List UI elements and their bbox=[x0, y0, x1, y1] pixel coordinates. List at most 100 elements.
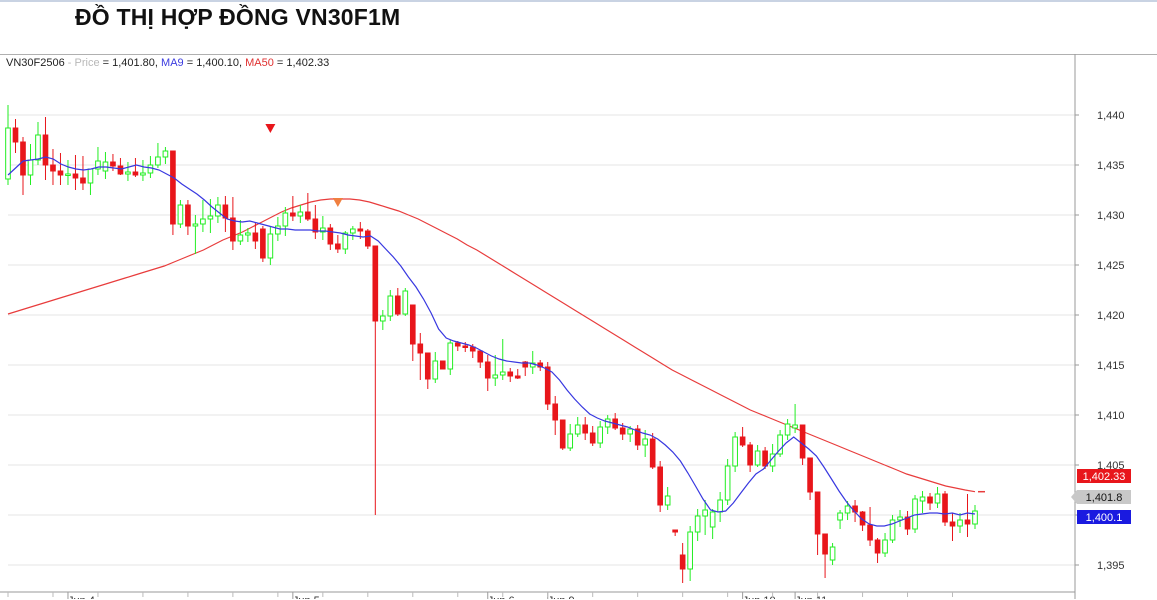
candle-body-down bbox=[927, 496, 933, 504]
candle-body-down bbox=[312, 218, 319, 233]
x-tick-label: Jun 4 bbox=[68, 595, 95, 599]
candle-body-down bbox=[110, 161, 116, 167]
candle-body-up bbox=[882, 539, 888, 554]
candle-body-down bbox=[589, 432, 596, 444]
candle-body-down bbox=[634, 428, 641, 446]
y-tick-label: 1,430 bbox=[1097, 210, 1125, 222]
candle-body-up bbox=[95, 160, 101, 170]
candle-body-down bbox=[230, 217, 236, 242]
candle-body-up bbox=[829, 546, 836, 561]
candle-body-up bbox=[694, 515, 701, 533]
y-tick-label: 1,410 bbox=[1097, 410, 1125, 422]
candle-body-down bbox=[357, 228, 364, 232]
y-tick-label: 1,425 bbox=[1097, 260, 1125, 272]
page-title: ĐỒ THỊ HỢP ĐỒNG VN30F1M bbox=[75, 4, 401, 30]
candle-body-up bbox=[664, 495, 671, 506]
candle-body-up bbox=[919, 496, 926, 502]
candle-body-up bbox=[912, 498, 918, 530]
candle-body-down bbox=[477, 350, 484, 363]
sell-signal-marker bbox=[332, 198, 343, 207]
candle-body-down bbox=[859, 511, 866, 526]
candle-body-down bbox=[544, 366, 551, 405]
candle-body-down bbox=[904, 516, 911, 530]
candle-body-down bbox=[867, 524, 873, 541]
legend-ma50-value: = 1,402.33 bbox=[273, 57, 330, 69]
candle-body-down bbox=[72, 173, 79, 179]
candle-body-down bbox=[335, 243, 341, 250]
candle-body-up bbox=[574, 424, 581, 435]
candle-body-down bbox=[762, 450, 768, 467]
legend-price-value: = 1,401.80, bbox=[99, 57, 162, 69]
candle-body-down bbox=[559, 419, 566, 449]
candle-body-down bbox=[132, 171, 139, 176]
ma50-value-badge bbox=[1077, 469, 1131, 483]
price-value-badge-label: 1,401.8 bbox=[1086, 492, 1123, 504]
price-value-badge-pointer bbox=[1071, 490, 1077, 504]
candle-body-down bbox=[305, 211, 311, 220]
ma9-line bbox=[7, 156, 976, 527]
x-tick-label: Jun 11 bbox=[795, 595, 827, 599]
chart-legend: VN30F2506 - Price = 1,401.80, MA9 = 1,40… bbox=[6, 57, 329, 69]
candle-body-up bbox=[87, 168, 94, 184]
candle-body-up bbox=[597, 426, 604, 444]
x-tick-label: Jun 5 bbox=[293, 595, 320, 599]
candle-body-down bbox=[252, 232, 259, 242]
price-value-badge bbox=[1077, 490, 1131, 504]
candle-body-up bbox=[125, 171, 131, 175]
x-tick-label: Jun 6 bbox=[488, 595, 515, 599]
candle-body-up bbox=[837, 512, 843, 521]
candle-body-down bbox=[417, 343, 424, 354]
y-tick-label: 1,420 bbox=[1097, 310, 1125, 322]
candle-body-up bbox=[889, 519, 896, 541]
candle-body-up bbox=[972, 510, 978, 525]
ma9-value-badge bbox=[1077, 510, 1131, 524]
candle-body-up bbox=[642, 438, 648, 446]
candle-body-up bbox=[499, 371, 506, 376]
candle-body-up bbox=[155, 156, 161, 166]
candle-body-up bbox=[687, 531, 693, 570]
candle-body-up bbox=[5, 127, 11, 180]
candle-body-up bbox=[192, 223, 199, 227]
candle-body-down bbox=[507, 371, 514, 377]
candle-body-down bbox=[657, 466, 663, 506]
candle-body-down bbox=[552, 403, 559, 421]
candle-body-up bbox=[784, 423, 791, 436]
candle-body-down bbox=[582, 424, 589, 434]
candle-body-up bbox=[387, 295, 394, 317]
candle-body-down bbox=[454, 342, 461, 347]
candle-body-up bbox=[709, 511, 716, 528]
candle-body-up bbox=[957, 519, 963, 527]
candle-body-down bbox=[874, 539, 881, 554]
candle-body-down bbox=[170, 150, 176, 225]
candle-body-down bbox=[424, 352, 431, 380]
candle-body-down bbox=[484, 361, 491, 379]
candle-body-up bbox=[297, 211, 304, 217]
candle-body-down bbox=[942, 493, 948, 523]
candle-body-up bbox=[282, 212, 289, 227]
candle-body-up bbox=[627, 428, 634, 435]
candle-body-down bbox=[290, 212, 296, 217]
candle-body-down bbox=[364, 230, 371, 247]
candle-body-down bbox=[949, 521, 956, 527]
candle-body-up bbox=[604, 418, 611, 428]
candle-body-up bbox=[897, 516, 903, 521]
candle-body-down bbox=[409, 304, 416, 345]
candle-body-up bbox=[140, 172, 146, 176]
candle-body-up bbox=[792, 424, 798, 429]
candle-body-up bbox=[245, 232, 251, 236]
candle-body-up bbox=[237, 234, 244, 242]
candle-body-up bbox=[432, 360, 439, 380]
candle-body-down bbox=[50, 164, 56, 172]
candle-body-up bbox=[200, 218, 206, 225]
candle-body-down bbox=[649, 438, 656, 468]
candle-body-down bbox=[672, 529, 678, 533]
y-tick-label: 1,415 bbox=[1097, 360, 1125, 372]
candle-body-down bbox=[394, 295, 401, 315]
candle-body-up bbox=[777, 434, 783, 455]
candle-body-up bbox=[349, 228, 356, 234]
candle-body-down bbox=[439, 360, 446, 370]
candle-body-up bbox=[275, 225, 281, 235]
candle-body-up bbox=[717, 499, 723, 513]
candle-body-down bbox=[80, 177, 86, 184]
legend-ma9-value: = 1,400.10, bbox=[183, 57, 246, 69]
